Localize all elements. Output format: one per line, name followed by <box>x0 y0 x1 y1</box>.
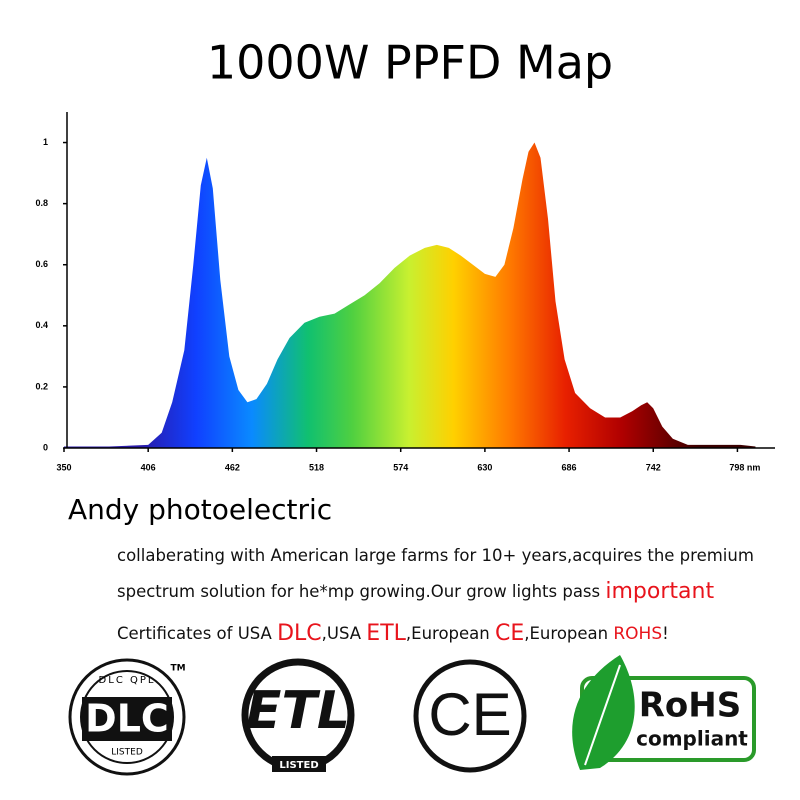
etl-logo: ETL LISTED <box>241 658 355 772</box>
x-tick-label: 518 <box>309 462 324 472</box>
description: collaberating with American large farms … <box>117 546 754 647</box>
x-tick-label: 462 <box>225 462 240 472</box>
text-segment: ! <box>662 624 669 643</box>
text-segment: spectrum solution for he*mp growing.Our … <box>117 582 605 601</box>
x-tick-label: 630 <box>477 462 492 472</box>
highlight: ROHS <box>613 624 662 644</box>
text-segment: ,European <box>406 624 495 643</box>
description-line: spectrum solution for he*mp growing.Our … <box>117 579 714 604</box>
rohs-mark: RoHS <box>639 686 741 726</box>
y-tick-label: 0.2 <box>35 381 48 391</box>
y-tick-label: 0.6 <box>35 259 48 269</box>
ce-mark: CE <box>428 681 511 748</box>
text-segment: Certificates of USA <box>117 624 277 643</box>
x-tick-label: 350 <box>56 462 71 472</box>
y-tick-label: 0.4 <box>35 320 48 330</box>
description-line: Certificates of USA DLC,USA ETL,European… <box>117 621 669 646</box>
spectrum-area <box>64 142 756 448</box>
x-tick-label: 686 <box>562 462 577 472</box>
description-line: collaberating with American large farms … <box>117 546 754 565</box>
highlight: important <box>605 579 714 604</box>
text-segment: ,European <box>524 624 613 643</box>
x-tick-label: 742 <box>646 462 661 472</box>
rohs-sub: compliant <box>636 727 748 751</box>
highlight: ETL <box>366 621 406 646</box>
y-tick-label: 0.8 <box>35 198 48 208</box>
dlc-listed: LISTED <box>111 748 143 758</box>
x-tick-label: 406 <box>141 462 156 472</box>
dlc-ring-text: DLC QPL <box>99 675 156 686</box>
y-tick-label: 0 <box>43 442 48 452</box>
text-segment: ,USA <box>322 624 367 643</box>
highlight: DLC <box>277 621 322 646</box>
dlc-tm: TM <box>170 664 185 674</box>
company-name: Andy photoelectric <box>68 493 332 526</box>
highlight: CE <box>495 621 524 646</box>
text-segment: collaberating with American large farms … <box>117 546 754 565</box>
dlc-logo: DLC QPL DLC LISTED TM <box>68 658 186 776</box>
chart-title: 1000W PPFD Map <box>207 36 613 90</box>
rohs-logo: RoHS compliant <box>572 655 756 770</box>
x-tick-label: 798 nm <box>729 462 760 472</box>
x-tick-label: 574 <box>393 462 408 472</box>
etl-listed: LISTED <box>279 760 318 771</box>
etl-mark: ETL <box>246 681 350 741</box>
ce-logo: CE <box>413 659 527 773</box>
dlc-mark: DLC <box>85 697 169 741</box>
y-tick-label: 1 <box>43 137 48 147</box>
plot: 0 0.2 0.4 0.6 0.8 1 350 406 462 518 574 630 686 742 79… <box>35 112 775 472</box>
